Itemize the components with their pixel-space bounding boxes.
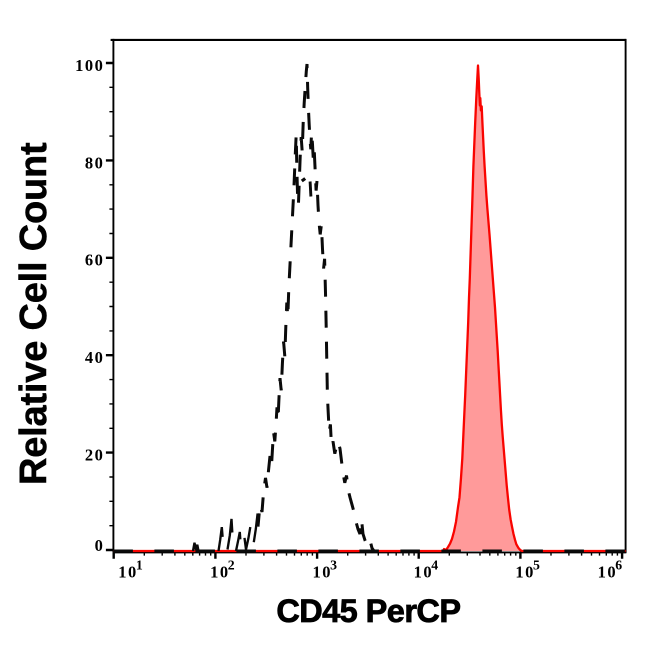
svg-text:1: 1 — [136, 557, 143, 572]
svg-text:2: 2 — [228, 557, 235, 572]
svg-text:0: 0 — [95, 536, 105, 555]
svg-text:100: 100 — [75, 56, 104, 75]
svg-text:10: 10 — [414, 563, 434, 582]
svg-text:10: 10 — [210, 563, 230, 582]
svg-text:6: 6 — [615, 557, 622, 572]
svg-text:80: 80 — [85, 153, 105, 172]
svg-text:5: 5 — [533, 557, 540, 572]
svg-text:3: 3 — [330, 557, 337, 572]
svg-text:10: 10 — [313, 563, 333, 582]
svg-text:Relative Cell Count: Relative Cell Count — [13, 142, 55, 485]
svg-text:40: 40 — [85, 348, 105, 367]
svg-text:CD45 PerCP: CD45 PerCP — [276, 593, 460, 629]
svg-text:4: 4 — [431, 557, 438, 572]
svg-text:10: 10 — [598, 563, 618, 582]
svg-text:10: 10 — [515, 563, 535, 582]
svg-text:10: 10 — [118, 563, 138, 582]
svg-text:20: 20 — [85, 446, 105, 465]
svg-text:60: 60 — [85, 251, 105, 270]
